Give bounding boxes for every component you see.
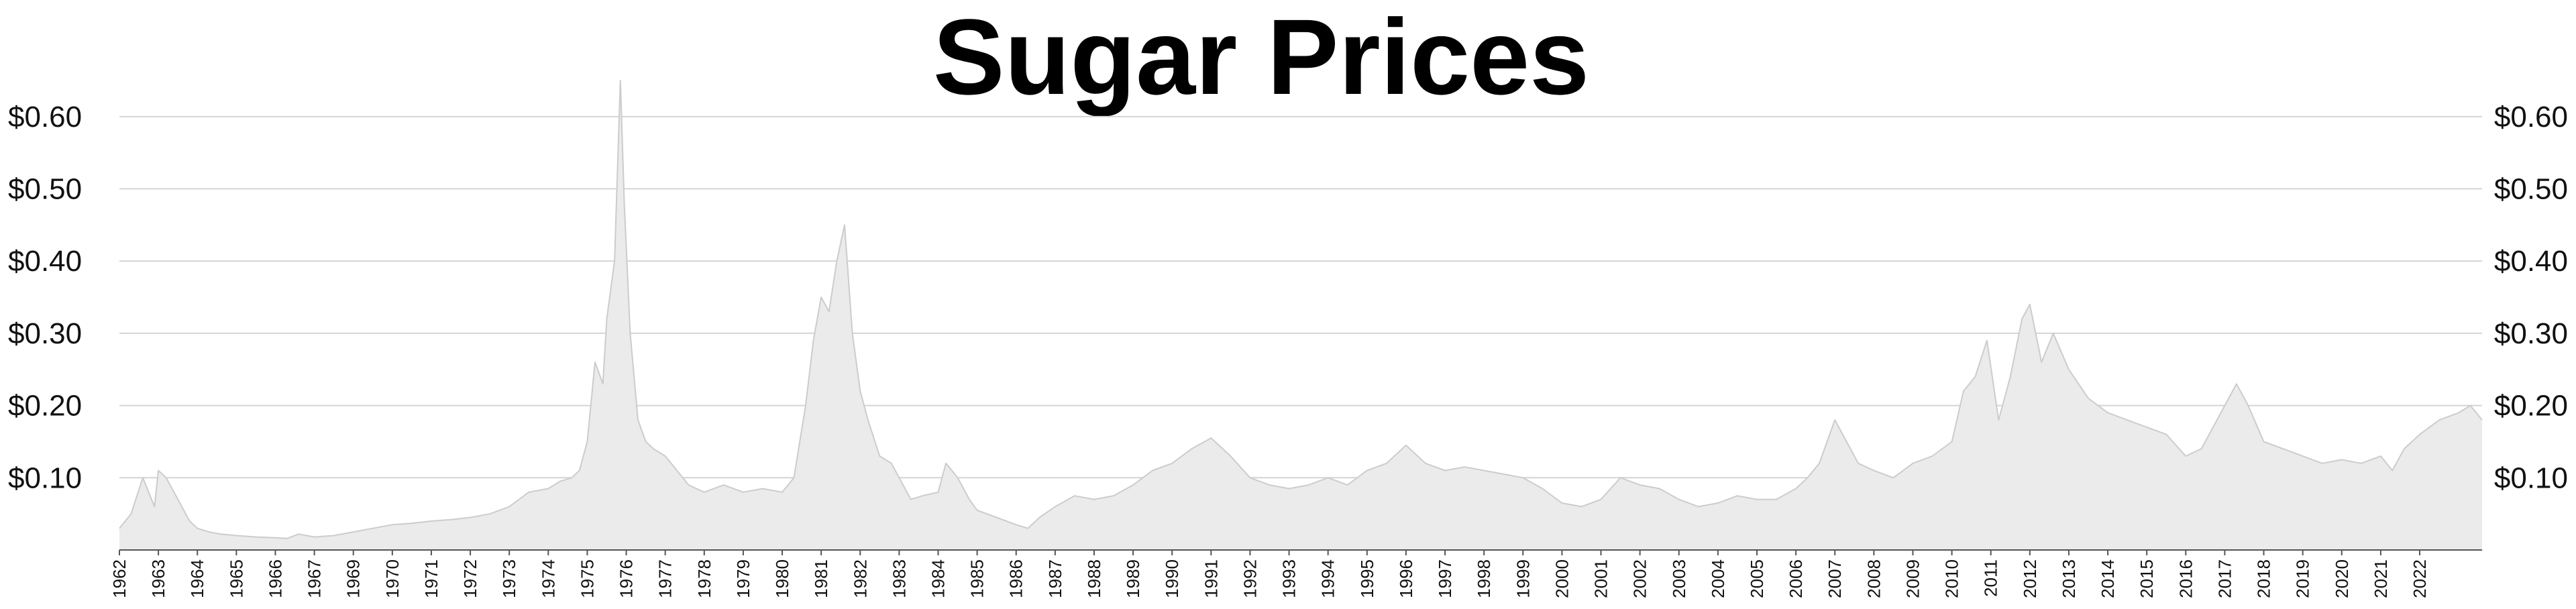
y-tick-label-right: $0.50 <box>2494 173 2568 206</box>
x-tick-label: 1978 <box>694 559 714 598</box>
x-tick-label: 2004 <box>1708 559 1728 598</box>
x-tick-label: 1987 <box>1045 559 1065 598</box>
gridlines <box>119 115 2482 479</box>
x-tick-label: 1980 <box>772 559 792 598</box>
x-tick-label: 1966 <box>266 559 286 598</box>
y-tick-label-left: $0.10 <box>8 461 82 494</box>
x-tick-label: 1994 <box>1318 559 1338 598</box>
x-tick-label: 2007 <box>1825 559 1845 598</box>
x-tick-label: 1976 <box>616 559 637 598</box>
x-tick-label: 1974 <box>538 559 558 598</box>
x-tick-label: 1964 <box>187 559 207 598</box>
x-tick-label: 1986 <box>1006 559 1026 598</box>
x-tick-label: 2010 <box>1942 559 1962 598</box>
x-tick-label: 1984 <box>928 559 949 598</box>
x-tick-label: 1971 <box>421 559 441 598</box>
x-tick-label: 1973 <box>499 559 519 598</box>
x-tick-label: 2005 <box>1747 559 1767 598</box>
x-tick-label: 1989 <box>1123 559 1143 598</box>
y-tick-label-right: $0.20 <box>2494 390 2568 423</box>
chart-title: Sugar Prices <box>932 0 1590 117</box>
x-tick-label: 1972 <box>460 559 480 598</box>
axes <box>119 549 2482 555</box>
x-tick-label: 2014 <box>2098 559 2118 598</box>
x-tick-label: 2012 <box>2020 559 2040 598</box>
x-tick-label: 1981 <box>811 559 831 598</box>
x-tick-label: 2020 <box>2332 559 2352 598</box>
x-tick-label: 2008 <box>1864 559 1884 598</box>
y-tick-label-left: $0.30 <box>8 317 82 350</box>
x-tick-label: 2022 <box>2410 559 2430 598</box>
x-tick-label: 2016 <box>2176 559 2196 598</box>
y-tick-label-right: $0.60 <box>2494 101 2568 133</box>
y-tick-label-left: $0.20 <box>8 390 82 423</box>
price-area-fill-0 <box>119 80 2482 550</box>
x-tick-label: 1967 <box>305 559 325 598</box>
y-axis-left-labels: $0.10 $0.20 $0.30 $0.40 $0.50 $0.60 <box>8 101 82 494</box>
x-tick-label: 1997 <box>1435 559 1455 598</box>
x-tick-label: 1965 <box>226 559 246 598</box>
y-axis-right-labels: $0.10 $0.20 $0.30 $0.40 $0.50 $0.60 <box>2494 101 2568 494</box>
x-tick-label: 1991 <box>1201 559 1221 598</box>
x-tick-label: 1969 <box>343 559 364 598</box>
x-tick-label: 1995 <box>1357 559 1377 598</box>
x-tick-label: 1970 <box>382 559 402 598</box>
x-tick-label: 1996 <box>1396 559 1416 598</box>
y-tick-label-right: $0.10 <box>2494 461 2568 494</box>
price-line-0 <box>119 80 2483 539</box>
x-tick-label: 1982 <box>850 559 870 598</box>
x-tick-label: 1975 <box>577 559 597 598</box>
x-tick-label: 2019 <box>2293 559 2313 598</box>
x-tick-label: 1990 <box>1162 559 1182 598</box>
x-tick-label: 2000 <box>1552 559 1572 598</box>
x-axis-labels: 1962 1963 1964 1965 1966 1967 1969 1970 1971 1972… <box>109 559 2430 598</box>
y-tick-label-right: $0.30 <box>2494 317 2568 350</box>
x-tick-label: 1993 <box>1279 559 1299 598</box>
x-tick-label: 2006 <box>1786 559 1806 598</box>
y-tick-label-left: $0.60 <box>8 101 82 133</box>
x-tick-label: 1992 <box>1240 559 1260 598</box>
x-tick-label: 1962 <box>109 559 129 598</box>
price-area-series <box>119 80 2483 550</box>
x-tick-label: 1985 <box>967 559 987 598</box>
x-tick-label: 2021 <box>2371 559 2391 598</box>
x-tick-label: 2003 <box>1669 559 1689 598</box>
x-tick-label: 1999 <box>1513 559 1533 598</box>
y-tick-label-left: $0.40 <box>8 245 82 278</box>
x-tick-label: 1979 <box>733 559 753 598</box>
x-tick-label: 1998 <box>1474 559 1494 598</box>
y-tick-label-right: $0.40 <box>2494 245 2568 278</box>
x-tick-label: 2018 <box>2254 559 2274 598</box>
x-tick-label: 2002 <box>1630 559 1650 598</box>
y-tick-label-left: $0.50 <box>8 173 82 206</box>
x-tick-label: 1977 <box>655 559 676 598</box>
x-tick-label: 1963 <box>148 559 168 598</box>
x-tick-label: 1983 <box>889 559 909 598</box>
x-tick-label: 2015 <box>2137 559 2157 598</box>
x-tick-label: 2001 <box>1591 559 1611 598</box>
x-tick-label: 2013 <box>2059 559 2079 598</box>
x-tick-label: 2017 <box>2214 559 2235 598</box>
x-tick-label: 2011 <box>1981 559 2001 597</box>
x-tick-label: 2009 <box>1903 559 1923 598</box>
x-tick-label: 1988 <box>1084 559 1104 598</box>
